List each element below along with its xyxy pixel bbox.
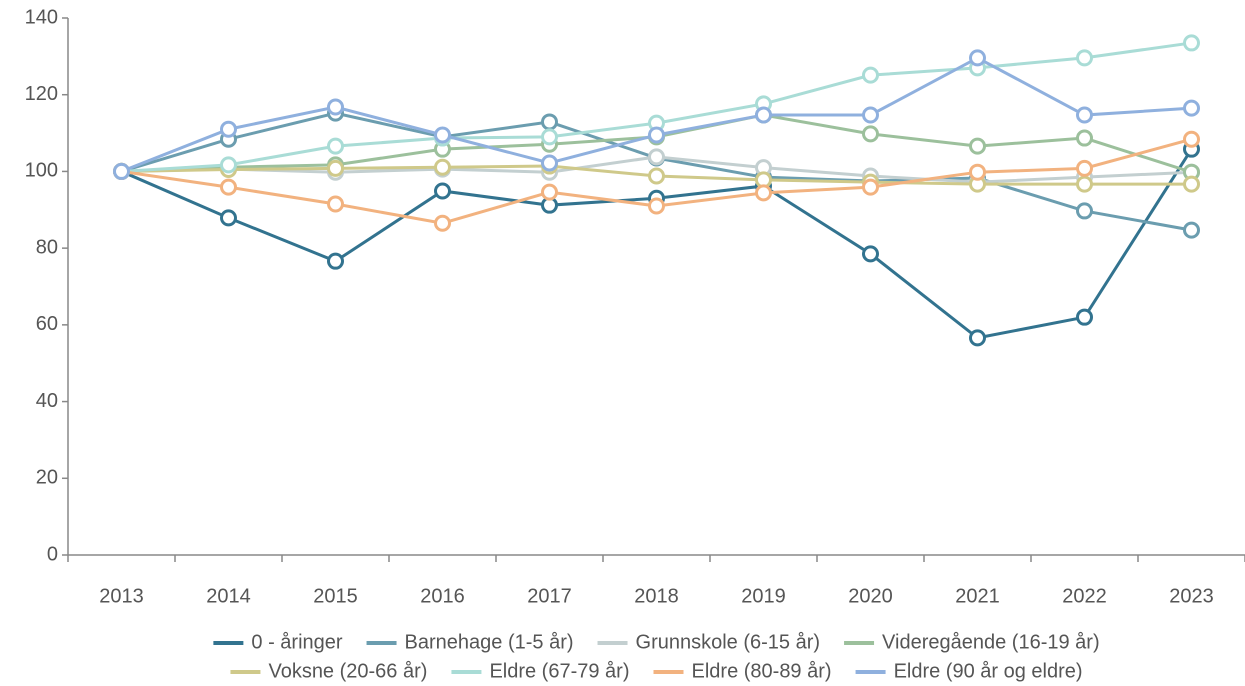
x-tick-label: 2014 [206, 585, 251, 607]
data-point [434, 126, 451, 144]
data-point [220, 209, 237, 227]
data-point [1076, 308, 1093, 326]
y-tick-label: 100 [25, 160, 58, 182]
data-point [220, 178, 237, 196]
y-tick-label: 0 [47, 543, 58, 565]
legend-label: Eldre (90 år og eldre) [894, 660, 1083, 682]
y-tick-label: 60 [36, 313, 58, 335]
data-point [755, 184, 772, 202]
data-point [220, 156, 237, 174]
data-point [434, 182, 451, 200]
data-point [541, 183, 558, 201]
y-tick-label: 20 [36, 467, 58, 489]
data-point [541, 113, 558, 131]
x-tick-label: 2016 [420, 585, 465, 607]
data-point [862, 125, 879, 143]
data-point [1183, 99, 1200, 117]
y-tick-label: 80 [36, 236, 58, 258]
data-point [1076, 175, 1093, 193]
x-tick-label: 2018 [634, 585, 679, 607]
data-point [969, 329, 986, 347]
data-point [969, 163, 986, 181]
data-point [862, 245, 879, 263]
legend-label: Voksne (20-66 år) [268, 660, 427, 682]
x-tick-label: 2023 [1169, 585, 1214, 607]
x-tick-label: 2017 [527, 585, 572, 607]
data-point [969, 49, 986, 67]
x-tick-label: 2015 [313, 585, 358, 607]
legend-label: 0 - åringer [251, 631, 342, 653]
data-point [113, 162, 130, 180]
data-point [862, 178, 879, 196]
data-point [1076, 106, 1093, 124]
data-point [1076, 129, 1093, 147]
x-tick-label: 2021 [955, 585, 1000, 607]
data-point [327, 252, 344, 270]
data-point [327, 159, 344, 177]
x-tick-label: 2019 [741, 585, 786, 607]
data-point [648, 148, 665, 166]
legend-label: Eldre (80-89 år) [692, 660, 832, 682]
data-point [862, 106, 879, 124]
legend-row: 0 - åringer Barnehage (1-5 år) Grunnskole … [213, 631, 1100, 653]
legend-label: Grunnskole (6-15 år) [636, 631, 821, 653]
data-point [969, 137, 986, 155]
data-point [541, 128, 558, 146]
data-point [1183, 221, 1200, 239]
y-tick-label: 40 [36, 390, 58, 412]
data-point [541, 154, 558, 172]
data-point [434, 158, 451, 176]
y-tick-label: 140 [25, 6, 58, 28]
data-point [327, 195, 344, 213]
data-point [648, 197, 665, 215]
data-point [434, 214, 451, 232]
legend-label: Barnehage (1-5 år) [405, 631, 574, 653]
data-point [648, 167, 665, 185]
data-point [862, 66, 879, 84]
data-point [1183, 34, 1200, 52]
legend-label: Videregående (16-19 år) [882, 631, 1100, 653]
y-tick-label: 120 [25, 83, 58, 105]
data-point [1076, 49, 1093, 67]
data-point [1076, 159, 1093, 177]
legend-row: Voksne (20-66 år) Eldre (67-79 år) Eldre (… [230, 660, 1083, 682]
x-tick-label: 2013 [99, 585, 144, 607]
data-point [1183, 130, 1200, 148]
data-point [1183, 175, 1200, 193]
x-tick-label: 2022 [1062, 585, 1107, 607]
data-point [327, 98, 344, 116]
data-point [327, 137, 344, 155]
data-point [648, 126, 665, 144]
x-tick-label: 2020 [848, 585, 893, 607]
data-point [1076, 202, 1093, 220]
data-point [220, 120, 237, 138]
legend-label: Eldre (67-79 år) [489, 660, 629, 682]
data-point [755, 106, 772, 124]
